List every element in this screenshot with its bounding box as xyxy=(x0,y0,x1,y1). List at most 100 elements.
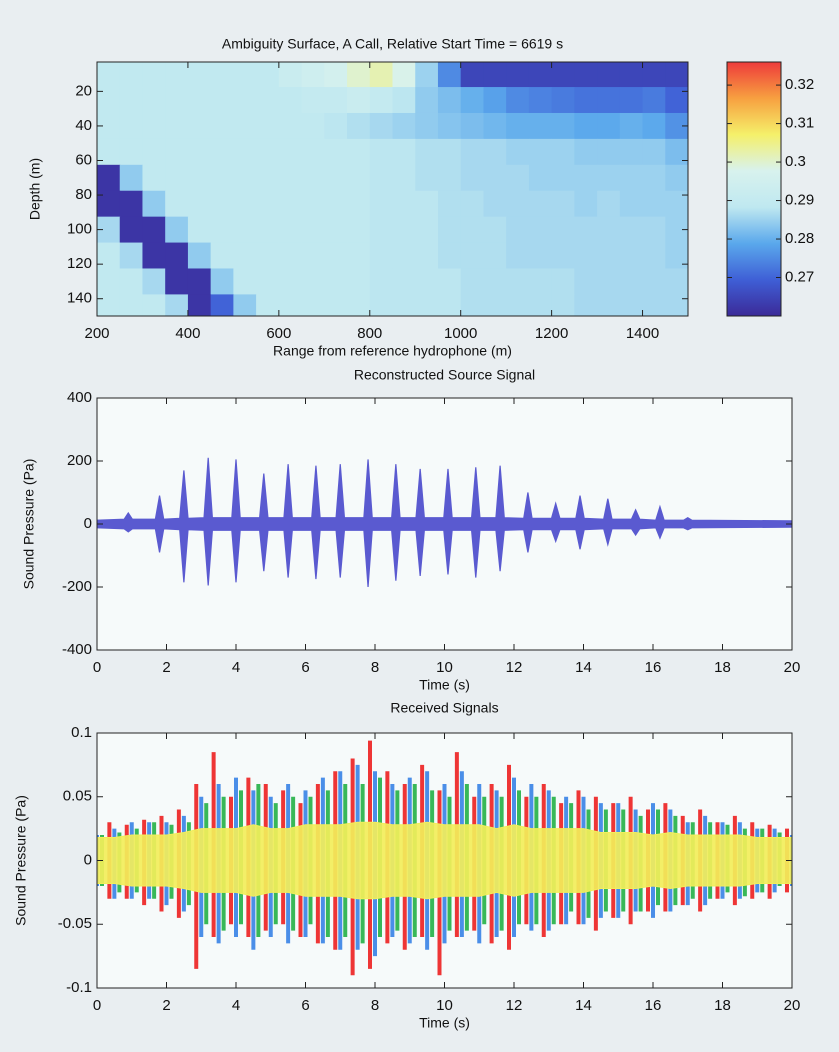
heat-cell xyxy=(506,164,530,192)
heat-cell xyxy=(392,87,416,114)
heat-cell xyxy=(392,138,416,166)
heat-cell xyxy=(665,268,688,295)
heat-cell xyxy=(619,268,644,295)
heat-cell xyxy=(233,268,257,295)
heat-cell xyxy=(256,268,280,295)
heat-cell xyxy=(574,138,598,166)
heat-cell xyxy=(142,164,166,192)
heat-cell xyxy=(483,164,507,192)
y-tick-label: -200 xyxy=(62,578,92,595)
heat-cell xyxy=(574,216,598,244)
heat-cell xyxy=(483,216,507,244)
heat-cell xyxy=(619,242,644,269)
heat-cell xyxy=(210,294,234,316)
heat-cell xyxy=(347,190,371,218)
heat-cell xyxy=(551,216,575,244)
heat-cell xyxy=(256,190,280,218)
heat-cell xyxy=(551,112,575,140)
heat-cell xyxy=(665,294,688,316)
x-tick-label: 10 xyxy=(436,659,453,676)
heat-cell xyxy=(347,112,371,140)
heat-cell xyxy=(619,112,644,140)
x-axis-label: Time (s) xyxy=(419,677,470,693)
heat-cell xyxy=(619,138,644,166)
heat-cell xyxy=(574,164,598,192)
y-tick-label: 400 xyxy=(67,389,92,406)
x-tick-label: 8 xyxy=(371,997,379,1014)
heat-cell xyxy=(528,62,553,88)
heat-cell xyxy=(619,87,644,114)
heat-cell xyxy=(665,190,688,218)
heat-cell xyxy=(187,216,212,244)
heat-cell xyxy=(437,87,462,114)
heat-cell xyxy=(301,190,325,218)
heat-cell xyxy=(619,164,644,192)
heat-cell xyxy=(210,138,234,166)
heat-cell xyxy=(415,112,439,140)
x-tick-label: 1000 xyxy=(444,325,477,342)
heat-cell xyxy=(142,87,166,114)
heat-cell xyxy=(392,268,416,295)
heat-cell xyxy=(528,242,553,269)
heat-cell xyxy=(347,242,371,269)
heat-cell xyxy=(437,62,462,88)
x-tick-label: 16 xyxy=(645,659,662,676)
heat-cell xyxy=(415,87,439,114)
heat-cell xyxy=(369,268,393,295)
heat-cell xyxy=(324,242,348,269)
heat-cell xyxy=(324,190,348,218)
x-axis-label: Range from reference hydrophone (m) xyxy=(273,343,512,359)
x-tick-label: 600 xyxy=(266,325,291,342)
heat-cell xyxy=(528,87,553,114)
heat-cell xyxy=(506,294,530,316)
heat-cell xyxy=(256,216,280,244)
heat-cell xyxy=(392,164,416,192)
heat-cell xyxy=(415,242,439,269)
heat-cell xyxy=(210,87,234,114)
heat-cell xyxy=(347,138,371,166)
heat-cell xyxy=(619,216,644,244)
heat-cell xyxy=(324,112,348,140)
x-tick-label: 200 xyxy=(84,325,109,342)
heat-cell xyxy=(460,87,484,114)
heat-cell xyxy=(642,138,666,166)
heat-cell xyxy=(324,294,348,316)
y-axis-label: Sound Pressure (Pa) xyxy=(21,459,37,590)
heat-cell xyxy=(301,242,325,269)
heat-cell xyxy=(142,268,166,295)
colorbar xyxy=(726,61,782,317)
y-tick-label: 0 xyxy=(84,515,92,532)
heat-cell xyxy=(233,87,257,114)
heat-cell xyxy=(119,190,143,218)
x-tick-label: 14 xyxy=(575,659,592,676)
heat-cell xyxy=(210,164,234,192)
heat-cell xyxy=(551,268,575,295)
heat-cell xyxy=(506,62,530,88)
heat-cell xyxy=(460,164,484,192)
heat-cell xyxy=(324,268,348,295)
heat-cell xyxy=(142,242,166,269)
heat-cell xyxy=(415,190,439,218)
colorbar-tick-label: 0.32 xyxy=(785,76,814,93)
y-tick-label: -0.05 xyxy=(58,915,92,932)
heat-cell xyxy=(437,294,462,316)
heat-cell xyxy=(256,112,280,140)
heat-cell xyxy=(392,190,416,218)
heat-cell xyxy=(142,138,166,166)
heat-cell xyxy=(551,190,575,218)
heat-cell xyxy=(597,294,621,316)
y-axis-label: Depth (m) xyxy=(27,158,43,220)
heat-cell xyxy=(233,216,257,244)
heat-cell xyxy=(483,62,507,88)
heat-cell xyxy=(256,164,280,192)
x-tick-label: 12 xyxy=(506,997,523,1014)
heat-cell xyxy=(437,138,462,166)
heat-cell xyxy=(233,138,257,166)
heat-cell xyxy=(301,216,325,244)
heat-cell xyxy=(528,216,553,244)
heat-cell xyxy=(528,112,553,140)
heat-cell xyxy=(415,294,439,316)
heat-cell xyxy=(597,190,621,218)
signal-band xyxy=(97,821,792,900)
heat-cell xyxy=(437,112,462,140)
